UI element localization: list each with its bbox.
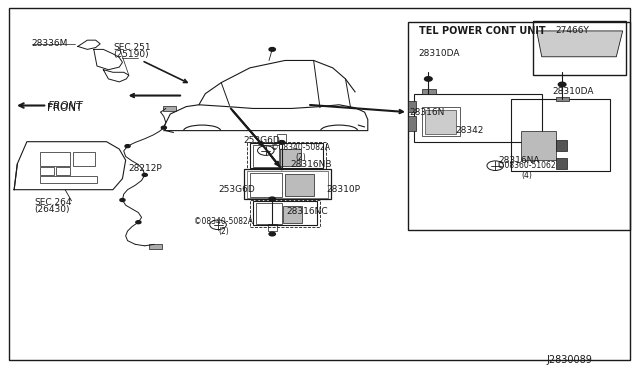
Bar xyxy=(556,140,567,151)
Bar xyxy=(268,224,276,231)
Bar xyxy=(73,152,95,166)
Bar xyxy=(534,20,626,75)
Circle shape xyxy=(269,232,275,236)
Bar xyxy=(149,244,162,249)
Text: TEL POWER CONT UNIT: TEL POWER CONT UNIT xyxy=(419,26,545,36)
Circle shape xyxy=(136,221,141,224)
Text: 28336M: 28336M xyxy=(31,39,68,48)
Circle shape xyxy=(269,197,275,201)
Polygon shape xyxy=(537,31,623,57)
Text: FRONT: FRONT xyxy=(47,103,83,113)
Text: (26430): (26430) xyxy=(35,205,70,214)
Text: SEC.264: SEC.264 xyxy=(35,198,72,207)
Bar xyxy=(250,200,320,227)
Circle shape xyxy=(278,141,285,144)
Text: J2830089: J2830089 xyxy=(546,355,592,365)
Text: ©08340-5082A
(2): ©08340-5082A (2) xyxy=(271,143,330,163)
Text: FRONT: FRONT xyxy=(47,100,83,110)
Bar xyxy=(425,110,456,134)
Bar xyxy=(253,201,317,225)
Bar xyxy=(246,142,326,169)
Text: (25190): (25190) xyxy=(113,50,148,59)
Bar xyxy=(56,167,70,175)
Bar xyxy=(422,89,436,94)
Bar xyxy=(163,106,176,111)
Bar xyxy=(408,101,415,112)
Text: 253G6D: 253G6D xyxy=(244,137,280,145)
Bar xyxy=(283,206,302,223)
Text: 253G6D: 253G6D xyxy=(218,185,255,194)
Bar xyxy=(414,94,541,142)
Circle shape xyxy=(161,126,166,129)
Bar xyxy=(280,149,301,166)
Text: 28310DA: 28310DA xyxy=(552,87,594,96)
Bar xyxy=(285,174,314,196)
Bar xyxy=(556,97,568,101)
Text: 28316N: 28316N xyxy=(409,108,445,117)
Bar xyxy=(253,145,278,167)
Bar xyxy=(408,116,415,131)
Circle shape xyxy=(125,145,130,148)
Bar xyxy=(521,131,556,160)
Text: 28310DA: 28310DA xyxy=(419,49,460,58)
Text: ©08340-5082A
(2): ©08340-5082A (2) xyxy=(194,217,253,236)
Circle shape xyxy=(558,82,566,87)
Bar xyxy=(408,22,630,230)
Circle shape xyxy=(120,199,125,202)
Bar xyxy=(246,171,328,198)
Text: 28310P: 28310P xyxy=(326,185,360,194)
Text: 27466Y: 27466Y xyxy=(556,26,589,35)
Text: ©08360-51062
(4): ©08360-51062 (4) xyxy=(497,161,556,180)
Bar xyxy=(40,167,54,175)
Text: SEC.251: SEC.251 xyxy=(113,43,150,52)
Bar xyxy=(244,169,332,199)
Bar xyxy=(556,158,567,169)
Bar xyxy=(277,134,286,142)
Bar xyxy=(250,143,323,168)
Bar xyxy=(40,152,70,166)
Bar xyxy=(511,99,610,171)
Circle shape xyxy=(269,48,275,51)
Text: 28212P: 28212P xyxy=(129,164,163,173)
Circle shape xyxy=(424,77,432,81)
Bar xyxy=(40,176,97,183)
Text: 28342: 28342 xyxy=(455,126,483,135)
Bar xyxy=(422,107,460,136)
Text: 28316NA: 28316NA xyxy=(499,155,540,165)
Bar xyxy=(256,203,282,224)
Circle shape xyxy=(142,173,147,176)
Text: 28316NB: 28316NB xyxy=(290,160,332,169)
Bar xyxy=(250,173,282,197)
Text: 28316NC: 28316NC xyxy=(286,207,328,217)
